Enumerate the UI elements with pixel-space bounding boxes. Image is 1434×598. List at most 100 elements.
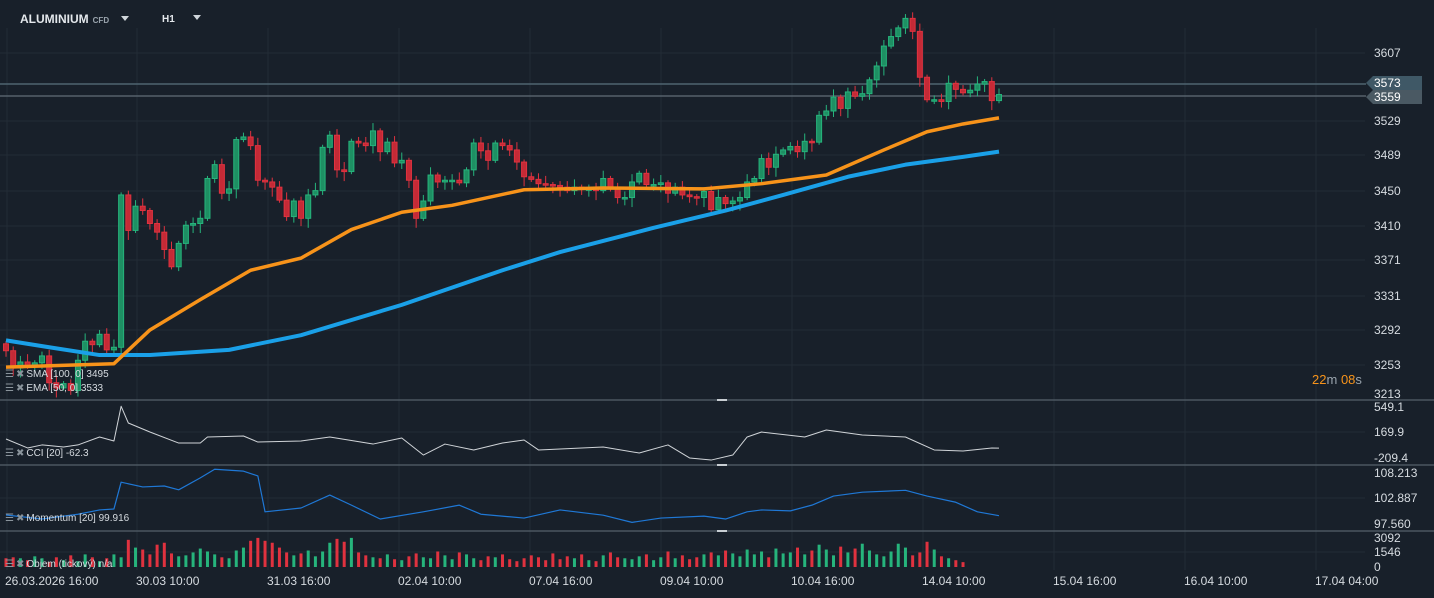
candle-bullish xyxy=(204,177,211,219)
candle-bullish xyxy=(226,188,233,194)
momentum-tick: 97.560 xyxy=(1374,517,1411,531)
volume-bar xyxy=(796,547,800,567)
candle-bearish xyxy=(125,194,132,231)
candle-bearish xyxy=(154,223,161,233)
close-icon[interactable]: ✖ xyxy=(15,448,25,459)
candle-bullish xyxy=(650,184,657,187)
volume-bar xyxy=(673,558,677,567)
volume-bar xyxy=(565,556,569,567)
close-icon[interactable]: ✖ xyxy=(15,513,25,524)
volume-bar xyxy=(321,551,325,567)
candle-bearish xyxy=(262,179,269,183)
candle-bullish xyxy=(780,149,787,155)
candle-bearish xyxy=(456,179,463,184)
ema-legend[interactable]: ☰ ✖ EMA [50, 0] 3533 xyxy=(5,383,103,394)
candle-bearish xyxy=(506,145,513,151)
candle-bearish xyxy=(218,164,225,194)
symbol-selector[interactable]: ALUMINIUM CFD xyxy=(20,12,130,26)
candle-bullish xyxy=(787,145,794,151)
volume-bar xyxy=(457,552,461,567)
panel-resize-handle xyxy=(717,530,727,532)
volume-bar xyxy=(630,559,634,567)
cci-legend[interactable]: ☰ ✖ CCI [20] -62.3 xyxy=(5,448,89,459)
volume-bar xyxy=(544,560,548,567)
volume-label: Objem (tickový) n/a xyxy=(26,559,113,570)
candle-bearish xyxy=(938,99,945,102)
momentum-legend[interactable]: ☰ ✖ Momentum [20] 99.916 xyxy=(5,513,129,524)
candle-bullish xyxy=(398,159,405,164)
candle-bullish xyxy=(981,81,988,85)
volume-bar xyxy=(889,551,893,567)
menu-icon[interactable]: ☰ xyxy=(5,383,14,394)
symbol-type: CFD xyxy=(92,16,110,25)
candle-bullish xyxy=(182,224,189,244)
momentum-tick: 108.213 xyxy=(1374,466,1418,480)
volume-bar xyxy=(119,557,123,567)
candle-bearish xyxy=(362,142,369,147)
time-label: 09.04 10:00 xyxy=(660,574,724,588)
chevron-down-icon xyxy=(192,15,201,20)
close-icon[interactable]: ✖ xyxy=(15,369,25,380)
volume-bar xyxy=(328,542,332,567)
candle-bearish xyxy=(283,199,290,218)
volume-bar xyxy=(112,554,116,567)
candle-bullish xyxy=(801,140,808,153)
volume-bar xyxy=(436,551,440,567)
candle-bearish xyxy=(341,169,348,173)
time-label: 15.04 16:00 xyxy=(1053,574,1117,588)
volume-bar xyxy=(479,560,483,567)
candle-bullish xyxy=(240,136,247,141)
candle-bullish xyxy=(492,142,499,161)
candle-bullish xyxy=(463,169,470,184)
candle-bullish xyxy=(190,223,197,226)
volume-bar xyxy=(601,555,605,567)
timeframe-selector[interactable]: H1 xyxy=(162,14,201,25)
candle-bullish xyxy=(118,194,125,348)
close-icon[interactable]: ✖ xyxy=(15,559,25,570)
volume-tick: 1546 xyxy=(1374,545,1401,559)
time-label: 30.03 10:00 xyxy=(136,574,200,588)
volume-bar xyxy=(522,558,526,567)
candle-bearish xyxy=(542,183,549,186)
volume-legend[interactable]: ☰ ✖ Objem (tickový) n/a xyxy=(5,559,113,570)
candle-bullish xyxy=(326,134,333,148)
volume-bar xyxy=(148,554,152,567)
time-label: 31.03 16:00 xyxy=(267,574,331,588)
menu-icon[interactable]: ☰ xyxy=(5,369,14,380)
time-label: 10.04 16:00 xyxy=(791,574,855,588)
chevron-down-icon xyxy=(121,16,130,21)
volume-bar xyxy=(198,548,202,567)
candle-bullish xyxy=(657,182,664,186)
price-tick: 3213 xyxy=(1374,387,1401,401)
cci-tick: 169.9 xyxy=(1374,425,1405,439)
volume-bar xyxy=(760,551,764,567)
price-tick: 3607 xyxy=(1374,46,1401,60)
candle-bearish xyxy=(765,158,772,168)
candle-bullish xyxy=(895,27,902,38)
cci-line xyxy=(5,405,1000,461)
volume-bar xyxy=(738,556,742,567)
volume-bar xyxy=(414,553,418,567)
candle-bearish xyxy=(269,181,276,188)
volume-bar xyxy=(371,557,375,567)
candle-bearish xyxy=(909,17,916,32)
menu-icon[interactable]: ☰ xyxy=(5,513,14,524)
sma-legend[interactable]: ☰ ✖ SMA [100, 0] 3495 xyxy=(5,369,109,380)
menu-icon[interactable]: ☰ xyxy=(5,559,14,570)
volume-bar xyxy=(616,557,620,567)
volume-bar xyxy=(724,550,728,567)
close-icon[interactable]: ✖ xyxy=(15,383,25,394)
price-tick: 3489 xyxy=(1374,148,1401,162)
candle-bearish xyxy=(643,172,650,186)
volume-bar xyxy=(810,550,814,567)
volume-bar xyxy=(191,552,195,567)
volume-bar xyxy=(745,549,749,567)
volume-bar xyxy=(925,541,929,567)
candle-bearish xyxy=(924,76,931,101)
candle-bearish xyxy=(298,200,305,219)
candle-bullish xyxy=(758,158,765,179)
candle-bullish xyxy=(470,142,477,171)
candle-bearish xyxy=(722,197,729,205)
menu-icon[interactable]: ☰ xyxy=(5,448,14,459)
